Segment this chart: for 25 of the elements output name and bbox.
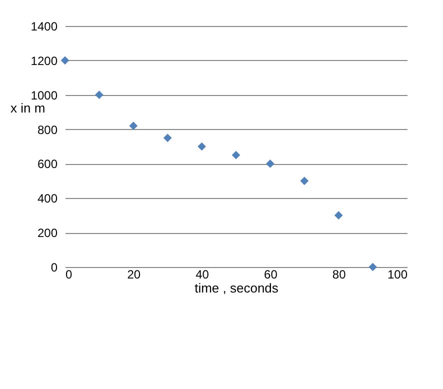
y-tick-label: 1000	[30, 88, 58, 102]
point	[129, 122, 138, 130]
point	[368, 262, 377, 272]
x-tick-label: 60	[264, 268, 278, 282]
x-tick-label: 0	[66, 268, 72, 282]
point	[300, 176, 309, 186]
y-tick-label: 800	[37, 122, 58, 137]
y-axis-title: x in m	[10, 100, 46, 116]
point	[232, 150, 240, 160]
x-axis-title: time , seconds	[194, 280, 279, 296]
y-tick-label: 200	[37, 226, 58, 240]
point	[266, 160, 274, 168]
point	[163, 134, 172, 142]
point	[334, 211, 343, 220]
y-tick-label: 1200	[30, 54, 58, 68]
x-tick-label: 40	[196, 268, 210, 282]
x-tick-label: 80	[332, 268, 346, 282]
point	[60, 56, 70, 65]
y-tick-label: 1400	[30, 20, 58, 34]
x-tick-label: 20	[127, 268, 141, 282]
point	[95, 90, 104, 100]
x-tick-label: 100	[387, 268, 408, 282]
point	[198, 142, 206, 151]
y-tick-label: 600	[37, 157, 58, 172]
y-tick-label: 400	[37, 192, 58, 206]
